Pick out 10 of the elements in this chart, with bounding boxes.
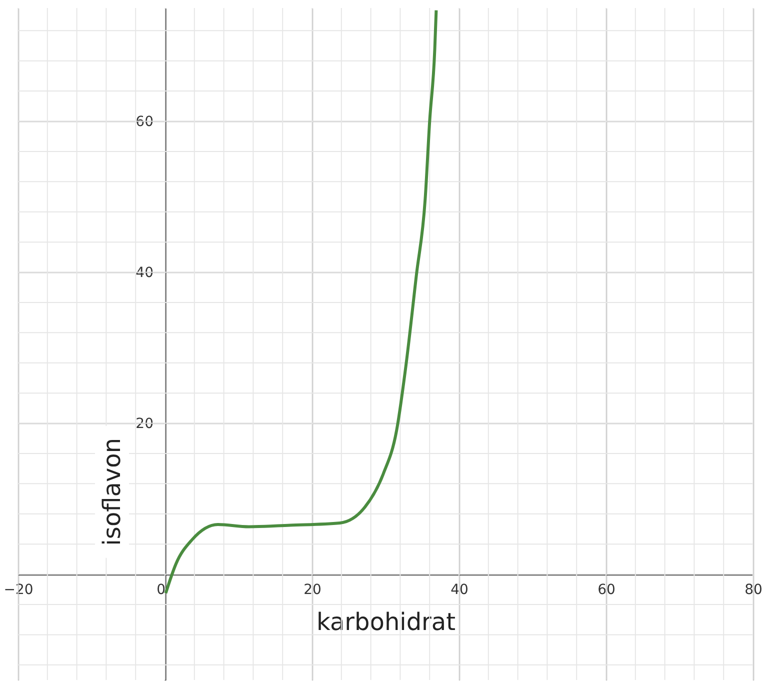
y-tick-label: 40 [136, 264, 154, 281]
x-tick-label: 80 [744, 582, 762, 598]
y-tick-label: 20 [136, 416, 154, 432]
x-tick-label: 40 [450, 582, 468, 598]
line-series [164, 8, 438, 595]
x-tick-label: 0 [156, 582, 166, 598]
x-tick-label: 60 [598, 582, 616, 598]
y-axis-title: isoflavon [98, 438, 126, 546]
x-tick-label: 20 [304, 582, 322, 598]
x-axis-title: karbohidrat [316, 608, 456, 636]
